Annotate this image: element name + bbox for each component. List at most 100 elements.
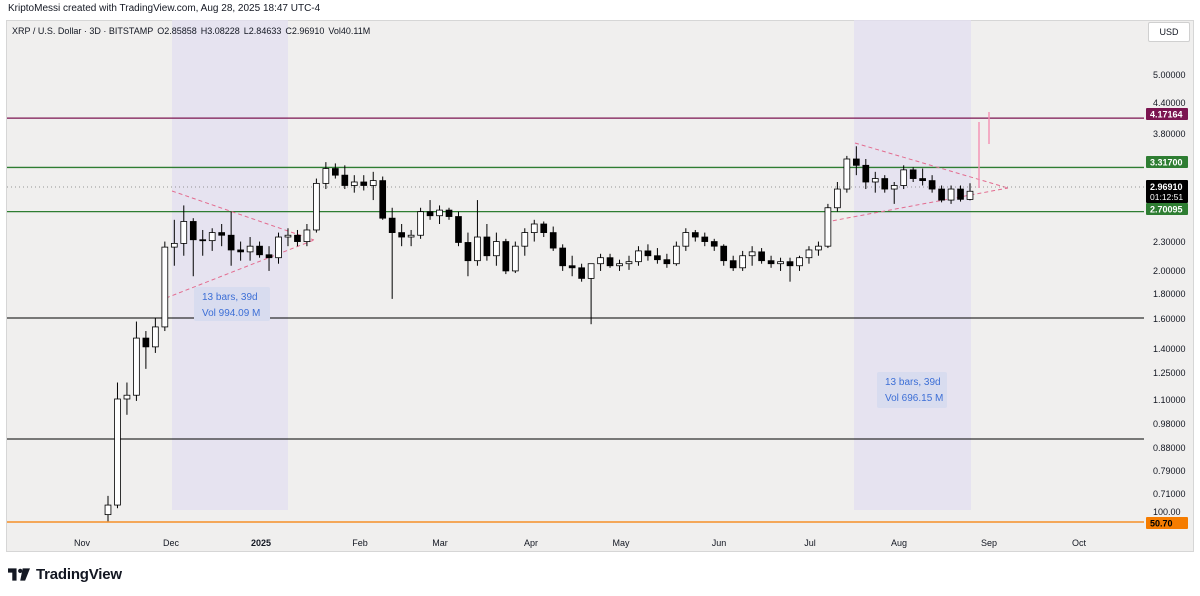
- candle-body: [739, 255, 746, 269]
- bar-countdown-label: 01:12:51: [1150, 192, 1183, 202]
- candle-body: [493, 241, 500, 257]
- time-axis-label: Dec: [163, 538, 180, 548]
- candle-body: [540, 223, 548, 233]
- candle-body: [815, 245, 822, 251]
- candle-body: [474, 236, 481, 262]
- candle-body: [559, 247, 567, 267]
- candle-body: [530, 223, 538, 233]
- candle-body: [275, 236, 282, 259]
- time-axis-label: Nov: [74, 538, 91, 548]
- price-axis-tick: 1.10000: [1153, 395, 1186, 405]
- candle-body: [511, 245, 519, 272]
- tradingview-logo-icon: [8, 568, 30, 581]
- candle-body: [919, 178, 926, 182]
- legend-low: L2.84633: [243, 26, 282, 36]
- currency-button[interactable]: USD: [1148, 22, 1190, 42]
- last-price-label: 2.96910: [1150, 182, 1183, 192]
- candle-body: [350, 181, 358, 186]
- candle-body: [161, 246, 169, 328]
- price-level-label-bg: [1146, 517, 1188, 529]
- candle-body: [635, 250, 642, 263]
- candle-body: [332, 168, 339, 176]
- candle-body: [436, 209, 443, 217]
- candle-body: [578, 267, 585, 279]
- price-axis-tick: 1.25000: [1153, 368, 1186, 378]
- candle-body: [284, 234, 292, 238]
- measure-volume-label: Vol 696.15 M: [885, 393, 943, 404]
- candle-body: [426, 211, 434, 217]
- candle-body: [720, 245, 728, 262]
- candle-body: [237, 249, 244, 253]
- candle-body: [729, 260, 737, 269]
- candle-body: [938, 188, 945, 201]
- candle-body: [881, 178, 889, 190]
- candle-body: [587, 263, 595, 279]
- time-axis-label: 2025: [251, 538, 271, 548]
- candle-body: [322, 168, 330, 184]
- legend-volume: Vol40.11M: [328, 26, 371, 36]
- candle-body: [625, 261, 633, 265]
- candle-body: [767, 260, 775, 265]
- date-range-band: [854, 20, 971, 510]
- candle-body: [114, 398, 121, 506]
- tradingview-logo-text: TradingView: [36, 566, 122, 583]
- legend-high: H3.08228: [200, 26, 240, 36]
- time-axis-label: Aug: [891, 538, 907, 548]
- candle-body: [388, 217, 396, 233]
- candle-body: [455, 216, 462, 243]
- candle-body: [246, 245, 254, 253]
- candle-body: [483, 236, 491, 257]
- price-level-label-bg: [1146, 203, 1188, 215]
- candle-body: [682, 232, 690, 247]
- candle-body: [909, 169, 917, 179]
- candle-body: [303, 229, 311, 242]
- candle-body: [407, 234, 415, 238]
- tradingview-logo[interactable]: TradingView: [8, 566, 122, 583]
- candle-body: [890, 185, 898, 190]
- candle-body: [862, 164, 870, 183]
- candle-body: [654, 255, 661, 261]
- candle-body: [369, 180, 377, 186]
- time-axis-label: Mar: [432, 538, 448, 548]
- candle-body: [843, 158, 851, 190]
- last-price-box: [1146, 180, 1188, 203]
- candle-body: [256, 245, 263, 256]
- candle-body: [966, 190, 974, 200]
- symbol-legend: XRP / U.S. Dollar · 3D · BITSTAMP O2.858…: [12, 26, 370, 36]
- candle-body: [123, 394, 131, 400]
- time-axis-label: Oct: [1072, 538, 1087, 548]
- price-axis-tick: 0.79000: [1153, 466, 1186, 476]
- candle-body: [313, 182, 320, 231]
- candle-body: [360, 181, 368, 186]
- candle-body: [871, 178, 879, 183]
- candle-body: [805, 249, 813, 259]
- candle-body: [663, 259, 671, 265]
- candle-body: [796, 257, 803, 267]
- candle-body: [379, 180, 387, 219]
- measure-box: [877, 372, 947, 408]
- candle-body: [341, 174, 349, 186]
- volume-axis-tick: 100.00: [1153, 507, 1181, 517]
- price-axis-tick: 1.60000: [1153, 314, 1186, 324]
- candle-body: [170, 242, 178, 248]
- time-axis-label: Jul: [804, 538, 816, 548]
- candle-body: [521, 232, 529, 247]
- candle-body: [834, 188, 841, 209]
- candle-body: [957, 188, 964, 200]
- price-axis-tick: 0.88000: [1153, 443, 1186, 453]
- price-level-label: 2.70095: [1150, 205, 1183, 215]
- price-axis-tick: 1.80000: [1153, 289, 1186, 299]
- candle-body: [644, 250, 652, 257]
- price-level-label-bg: [1146, 156, 1188, 168]
- candle-body: [464, 242, 472, 262]
- candle-body: [398, 232, 405, 238]
- triangle-pattern-line: [854, 142, 1009, 189]
- price-axis-tick: 5.00000: [1153, 70, 1186, 80]
- candle-body: [777, 261, 784, 265]
- legend-close: C2.96910: [285, 26, 325, 36]
- candle-body: [189, 221, 197, 241]
- candle-body: [104, 504, 112, 516]
- price-axis-tick: 3.80000: [1153, 129, 1186, 139]
